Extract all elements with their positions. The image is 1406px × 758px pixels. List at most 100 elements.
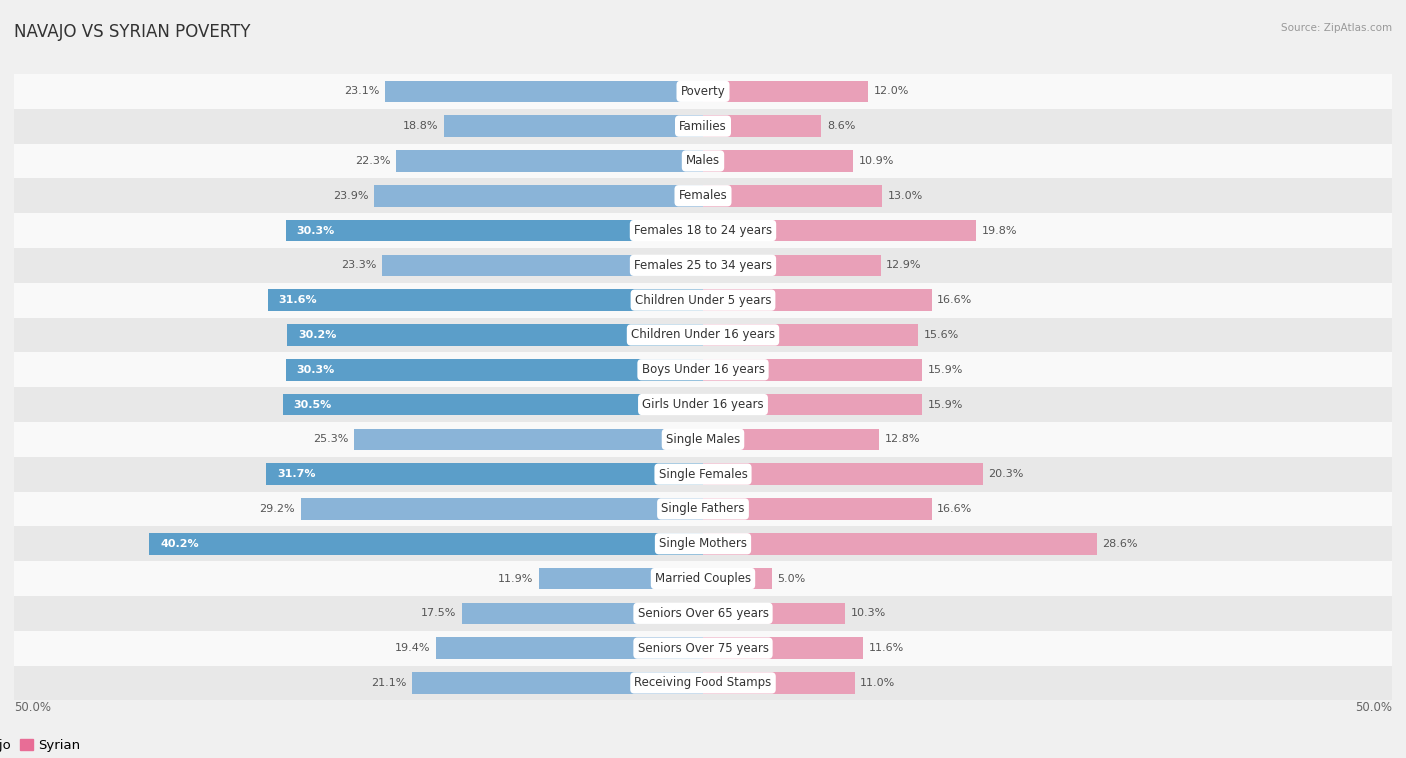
Text: 20.3%: 20.3%: [988, 469, 1024, 479]
FancyBboxPatch shape: [374, 185, 703, 206]
FancyBboxPatch shape: [703, 324, 918, 346]
Text: 15.9%: 15.9%: [928, 365, 963, 374]
Text: 17.5%: 17.5%: [420, 609, 457, 619]
FancyBboxPatch shape: [703, 359, 922, 381]
FancyBboxPatch shape: [14, 248, 1392, 283]
Text: 40.2%: 40.2%: [160, 539, 198, 549]
Text: 16.6%: 16.6%: [938, 295, 973, 305]
Text: 29.2%: 29.2%: [260, 504, 295, 514]
Text: 50.0%: 50.0%: [14, 701, 51, 715]
Text: 31.6%: 31.6%: [278, 295, 318, 305]
Text: 28.6%: 28.6%: [1102, 539, 1137, 549]
Text: Children Under 5 years: Children Under 5 years: [634, 293, 772, 307]
FancyBboxPatch shape: [287, 324, 703, 346]
FancyBboxPatch shape: [301, 498, 703, 520]
FancyBboxPatch shape: [14, 561, 1392, 596]
FancyBboxPatch shape: [267, 290, 703, 311]
FancyBboxPatch shape: [703, 185, 882, 206]
Legend: Navajo, Syrian: Navajo, Syrian: [0, 734, 86, 757]
Text: 12.8%: 12.8%: [884, 434, 921, 444]
Text: Single Males: Single Males: [666, 433, 740, 446]
Text: Single Females: Single Females: [658, 468, 748, 481]
Text: Families: Families: [679, 120, 727, 133]
FancyBboxPatch shape: [14, 74, 1392, 108]
Text: 50.0%: 50.0%: [1355, 701, 1392, 715]
Text: 30.5%: 30.5%: [294, 399, 332, 409]
FancyBboxPatch shape: [382, 255, 703, 276]
Text: Single Mothers: Single Mothers: [659, 537, 747, 550]
FancyBboxPatch shape: [385, 80, 703, 102]
FancyBboxPatch shape: [149, 533, 703, 555]
Text: Girls Under 16 years: Girls Under 16 years: [643, 398, 763, 411]
Text: 12.0%: 12.0%: [875, 86, 910, 96]
Text: Boys Under 16 years: Boys Under 16 years: [641, 363, 765, 376]
FancyBboxPatch shape: [538, 568, 703, 589]
FancyBboxPatch shape: [461, 603, 703, 624]
Text: 15.9%: 15.9%: [928, 399, 963, 409]
Text: 23.3%: 23.3%: [342, 260, 377, 271]
Text: 8.6%: 8.6%: [827, 121, 855, 131]
Text: NAVAJO VS SYRIAN POVERTY: NAVAJO VS SYRIAN POVERTY: [14, 23, 250, 41]
Text: 13.0%: 13.0%: [887, 191, 922, 201]
Text: 21.1%: 21.1%: [371, 678, 406, 688]
Text: 11.6%: 11.6%: [869, 643, 904, 653]
Text: Seniors Over 65 years: Seniors Over 65 years: [637, 607, 769, 620]
FancyBboxPatch shape: [703, 255, 880, 276]
FancyBboxPatch shape: [703, 672, 855, 694]
Text: Seniors Over 75 years: Seniors Over 75 years: [637, 641, 769, 655]
Text: 16.6%: 16.6%: [938, 504, 973, 514]
FancyBboxPatch shape: [703, 150, 853, 172]
Text: 15.6%: 15.6%: [924, 330, 959, 340]
Text: 25.3%: 25.3%: [314, 434, 349, 444]
Text: Receiving Food Stamps: Receiving Food Stamps: [634, 676, 772, 690]
Text: Males: Males: [686, 155, 720, 168]
FancyBboxPatch shape: [14, 631, 1392, 666]
FancyBboxPatch shape: [14, 143, 1392, 178]
FancyBboxPatch shape: [14, 178, 1392, 213]
FancyBboxPatch shape: [703, 603, 845, 624]
FancyBboxPatch shape: [266, 463, 703, 485]
Text: 10.3%: 10.3%: [851, 609, 886, 619]
FancyBboxPatch shape: [703, 568, 772, 589]
FancyBboxPatch shape: [412, 672, 703, 694]
FancyBboxPatch shape: [14, 318, 1392, 352]
FancyBboxPatch shape: [703, 115, 821, 137]
FancyBboxPatch shape: [285, 220, 703, 241]
FancyBboxPatch shape: [354, 428, 703, 450]
FancyBboxPatch shape: [436, 637, 703, 659]
FancyBboxPatch shape: [283, 393, 703, 415]
Text: Single Fathers: Single Fathers: [661, 503, 745, 515]
Text: 23.9%: 23.9%: [333, 191, 368, 201]
FancyBboxPatch shape: [14, 491, 1392, 526]
Text: Poverty: Poverty: [681, 85, 725, 98]
FancyBboxPatch shape: [703, 220, 976, 241]
Text: 30.2%: 30.2%: [298, 330, 336, 340]
FancyBboxPatch shape: [703, 637, 863, 659]
Text: 30.3%: 30.3%: [297, 365, 335, 374]
FancyBboxPatch shape: [14, 457, 1392, 491]
FancyBboxPatch shape: [444, 115, 703, 137]
Text: 30.3%: 30.3%: [297, 226, 335, 236]
Text: Females 18 to 24 years: Females 18 to 24 years: [634, 224, 772, 237]
Text: 10.9%: 10.9%: [859, 156, 894, 166]
Text: 23.1%: 23.1%: [344, 86, 380, 96]
Text: 11.9%: 11.9%: [498, 574, 533, 584]
Text: Females 25 to 34 years: Females 25 to 34 years: [634, 258, 772, 272]
Text: 31.7%: 31.7%: [277, 469, 316, 479]
Text: 12.9%: 12.9%: [886, 260, 922, 271]
FancyBboxPatch shape: [14, 108, 1392, 143]
FancyBboxPatch shape: [395, 150, 703, 172]
Text: Females: Females: [679, 190, 727, 202]
FancyBboxPatch shape: [14, 387, 1392, 422]
FancyBboxPatch shape: [703, 463, 983, 485]
FancyBboxPatch shape: [14, 596, 1392, 631]
FancyBboxPatch shape: [14, 283, 1392, 318]
FancyBboxPatch shape: [703, 533, 1097, 555]
FancyBboxPatch shape: [703, 80, 869, 102]
Text: 19.8%: 19.8%: [981, 226, 1017, 236]
FancyBboxPatch shape: [14, 526, 1392, 561]
Text: 18.8%: 18.8%: [404, 121, 439, 131]
Text: Source: ZipAtlas.com: Source: ZipAtlas.com: [1281, 23, 1392, 33]
FancyBboxPatch shape: [703, 393, 922, 415]
FancyBboxPatch shape: [14, 422, 1392, 457]
